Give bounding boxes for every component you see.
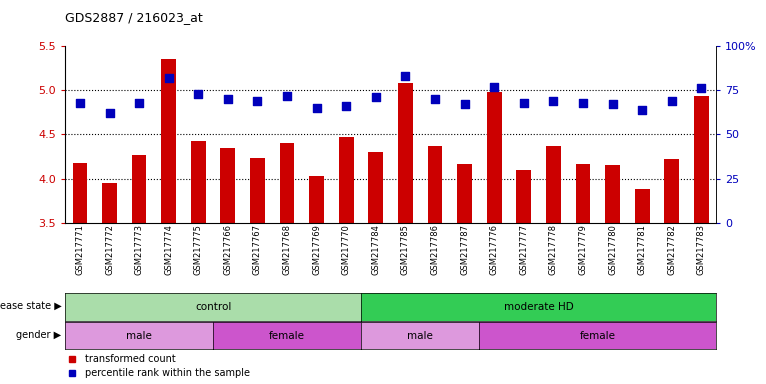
Point: [222, 96, 234, 102]
Bar: [280, 143, 294, 223]
Bar: [339, 137, 354, 223]
Bar: [487, 92, 502, 223]
Point: [636, 107, 648, 113]
Point: [547, 98, 559, 104]
Bar: [162, 59, 176, 223]
Bar: [546, 146, 561, 223]
Bar: [250, 158, 265, 223]
Point: [162, 75, 175, 81]
Point: [696, 85, 708, 91]
Text: female: female: [269, 331, 305, 341]
Bar: [575, 164, 591, 223]
Point: [281, 93, 293, 99]
Bar: [635, 189, 650, 223]
Point: [370, 94, 382, 100]
Point: [488, 84, 500, 90]
Bar: [605, 165, 620, 223]
Text: female: female: [580, 331, 616, 341]
Bar: [694, 96, 709, 223]
Text: control: control: [195, 302, 231, 312]
Text: moderate HD: moderate HD: [504, 302, 574, 312]
Point: [133, 99, 146, 106]
Bar: [427, 146, 443, 223]
Bar: [457, 164, 472, 223]
Bar: [102, 183, 117, 223]
Point: [192, 91, 205, 97]
Bar: [398, 83, 413, 223]
Text: gender ▶: gender ▶: [16, 330, 61, 340]
Bar: [221, 148, 235, 223]
Text: transformed count: transformed count: [84, 354, 175, 364]
Bar: [132, 155, 146, 223]
Text: male: male: [408, 331, 434, 341]
Text: GDS2887 / 216023_at: GDS2887 / 216023_at: [65, 12, 203, 25]
Point: [251, 98, 264, 104]
Point: [607, 101, 619, 108]
Text: percentile rank within the sample: percentile rank within the sample: [84, 368, 250, 378]
Bar: [368, 152, 383, 223]
Point: [310, 105, 322, 111]
Bar: [309, 176, 324, 223]
Text: male: male: [126, 331, 152, 341]
Bar: [516, 170, 532, 223]
Text: disease state ▶: disease state ▶: [0, 301, 61, 311]
Point: [459, 101, 471, 108]
Bar: [73, 163, 87, 223]
Bar: [191, 141, 206, 223]
Point: [103, 110, 116, 116]
Bar: [664, 159, 679, 223]
Point: [429, 96, 441, 102]
Point: [399, 73, 411, 79]
Point: [340, 103, 352, 109]
Point: [518, 99, 530, 106]
Point: [577, 99, 589, 106]
Point: [666, 98, 678, 104]
Point: [74, 99, 86, 106]
